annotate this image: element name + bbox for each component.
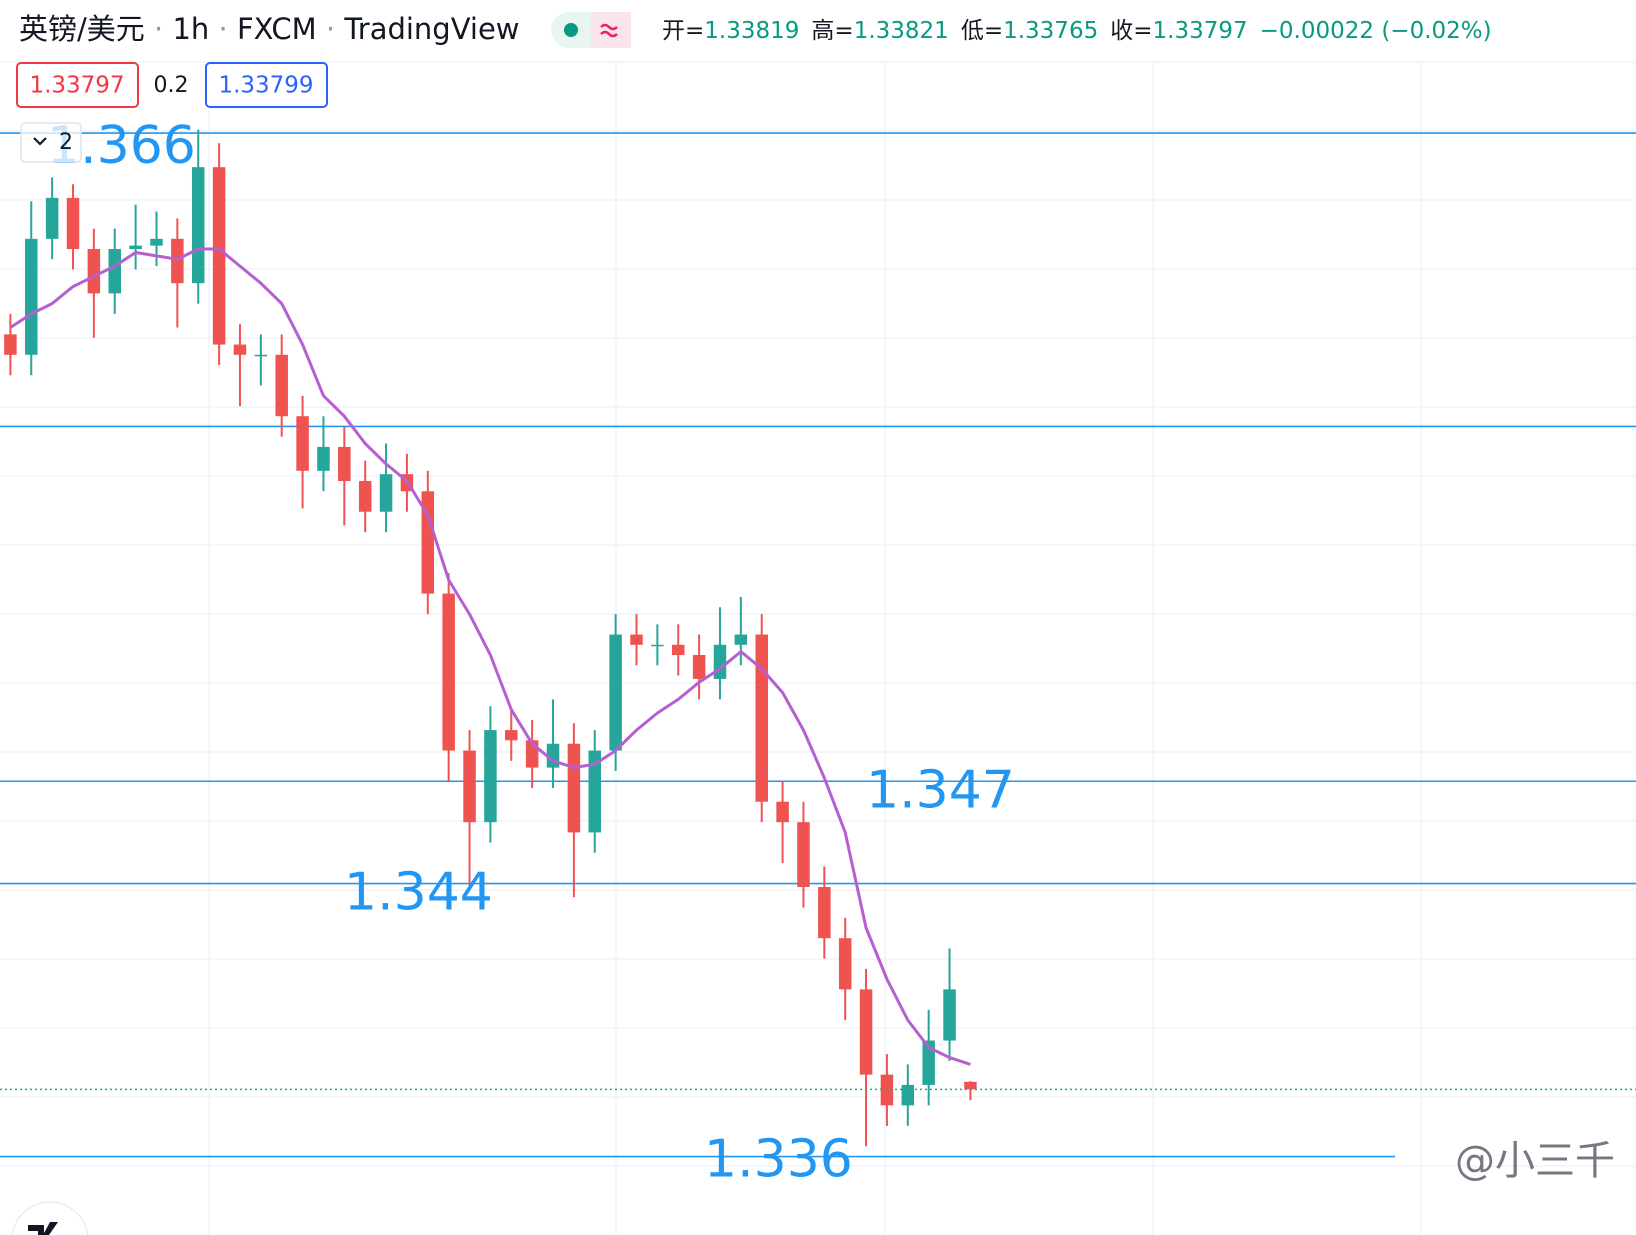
candle-body	[338, 446, 351, 482]
logo-mark	[28, 1222, 58, 1235]
pill-right	[591, 12, 631, 48]
chevron	[33, 137, 47, 146]
candle-body	[212, 167, 226, 345]
platform: TradingView	[343, 12, 519, 46]
candle-body	[609, 634, 622, 751]
interval[interactable]: 1h	[172, 12, 209, 46]
candle-body	[588, 750, 602, 833]
ohlc-value: 1.33765	[1003, 18, 1098, 44]
spread: 0.2	[154, 73, 189, 98]
candle-body	[129, 245, 142, 250]
bid-price: 1.33797	[29, 73, 124, 99]
candle-body	[296, 416, 309, 471]
candle-body	[254, 354, 268, 357]
ohlc-legend: 开=1.33819 高=1.33821 低=1.33765 收=1.33797 −0.0…	[662, 18, 1492, 44]
candle-body	[859, 989, 873, 1075]
candle-body	[755, 634, 768, 802]
delay-icon	[600, 23, 618, 38]
candle-body	[66, 197, 80, 250]
candle-body	[630, 634, 643, 645]
candle-body	[943, 989, 956, 1041]
candle-body	[108, 249, 121, 294]
candle-body	[505, 730, 518, 741]
candle-body	[838, 938, 852, 990]
ohlc-label: 高=	[811, 18, 853, 44]
exchange: FXCM	[237, 12, 317, 46]
candle-body	[150, 238, 163, 246]
candle-body	[734, 634, 748, 645]
candle-body	[776, 801, 789, 823]
ohlc-value: 1.33797	[1153, 18, 1248, 44]
buy-button[interactable]: 1.33799	[205, 62, 328, 108]
change: −0.00022 (−0.02%)	[1260, 18, 1492, 44]
candle-body	[171, 238, 184, 284]
collapse-box	[20, 122, 82, 163]
tv-logo[interactable]	[11, 1201, 89, 1235]
sell-box	[16, 62, 139, 108]
candle-body	[233, 344, 247, 355]
candle-body	[45, 197, 59, 239]
watermark: @小三千	[1455, 1138, 1615, 1184]
buy-box	[205, 62, 328, 108]
ohlc-label: 开=	[662, 18, 704, 44]
level-label: 1.336	[704, 1130, 853, 1190]
ohlc-value: 1.33821	[854, 18, 949, 44]
separator: ·	[209, 12, 237, 46]
candle-body	[901, 1084, 915, 1106]
candle-body	[442, 593, 455, 751]
ask-price: 1.33799	[218, 73, 313, 99]
symbol: 英镑/美元	[19, 12, 145, 46]
candle-body	[671, 644, 685, 656]
level-label: 1.344	[344, 863, 493, 923]
collapsed-count: 2	[59, 130, 73, 155]
header: 英镑/美元 · 1h · FXCM · TradingView	[19, 12, 520, 46]
candle-body	[964, 1081, 977, 1090]
candle-body	[922, 1040, 935, 1085]
collapse-button[interactable]: 2	[20, 122, 82, 163]
candle-body	[651, 644, 664, 647]
candle-body	[317, 446, 330, 471]
candle-body	[421, 491, 435, 594]
candle-body	[4, 334, 17, 355]
candle-body	[463, 750, 476, 823]
candle-body	[567, 743, 581, 833]
grid	[0, 61, 1636, 1235]
candle-body	[713, 644, 727, 679]
sell-button[interactable]: 1.33797	[16, 62, 139, 108]
ohlc-label: 低=	[961, 18, 1003, 44]
candle-body	[87, 249, 101, 294]
separator: ·	[317, 12, 345, 46]
candle-body	[191, 167, 205, 284]
ohlc-value: 1.33819	[704, 18, 799, 44]
level-label: 1.347	[866, 760, 1015, 820]
candle-body	[797, 822, 810, 888]
moving-average	[9, 247, 971, 1066]
status-pill[interactable]	[551, 12, 631, 48]
candle-body	[379, 474, 393, 512]
separator: ·	[145, 12, 173, 46]
candle-body	[358, 481, 372, 512]
candle-body	[484, 730, 497, 823]
ohlc-label: 收=	[1110, 18, 1152, 44]
candle-body	[818, 887, 831, 939]
candle-body	[25, 238, 38, 355]
market-open-dot	[564, 23, 578, 37]
candle-body	[275, 354, 288, 417]
candle-body	[692, 655, 706, 679]
